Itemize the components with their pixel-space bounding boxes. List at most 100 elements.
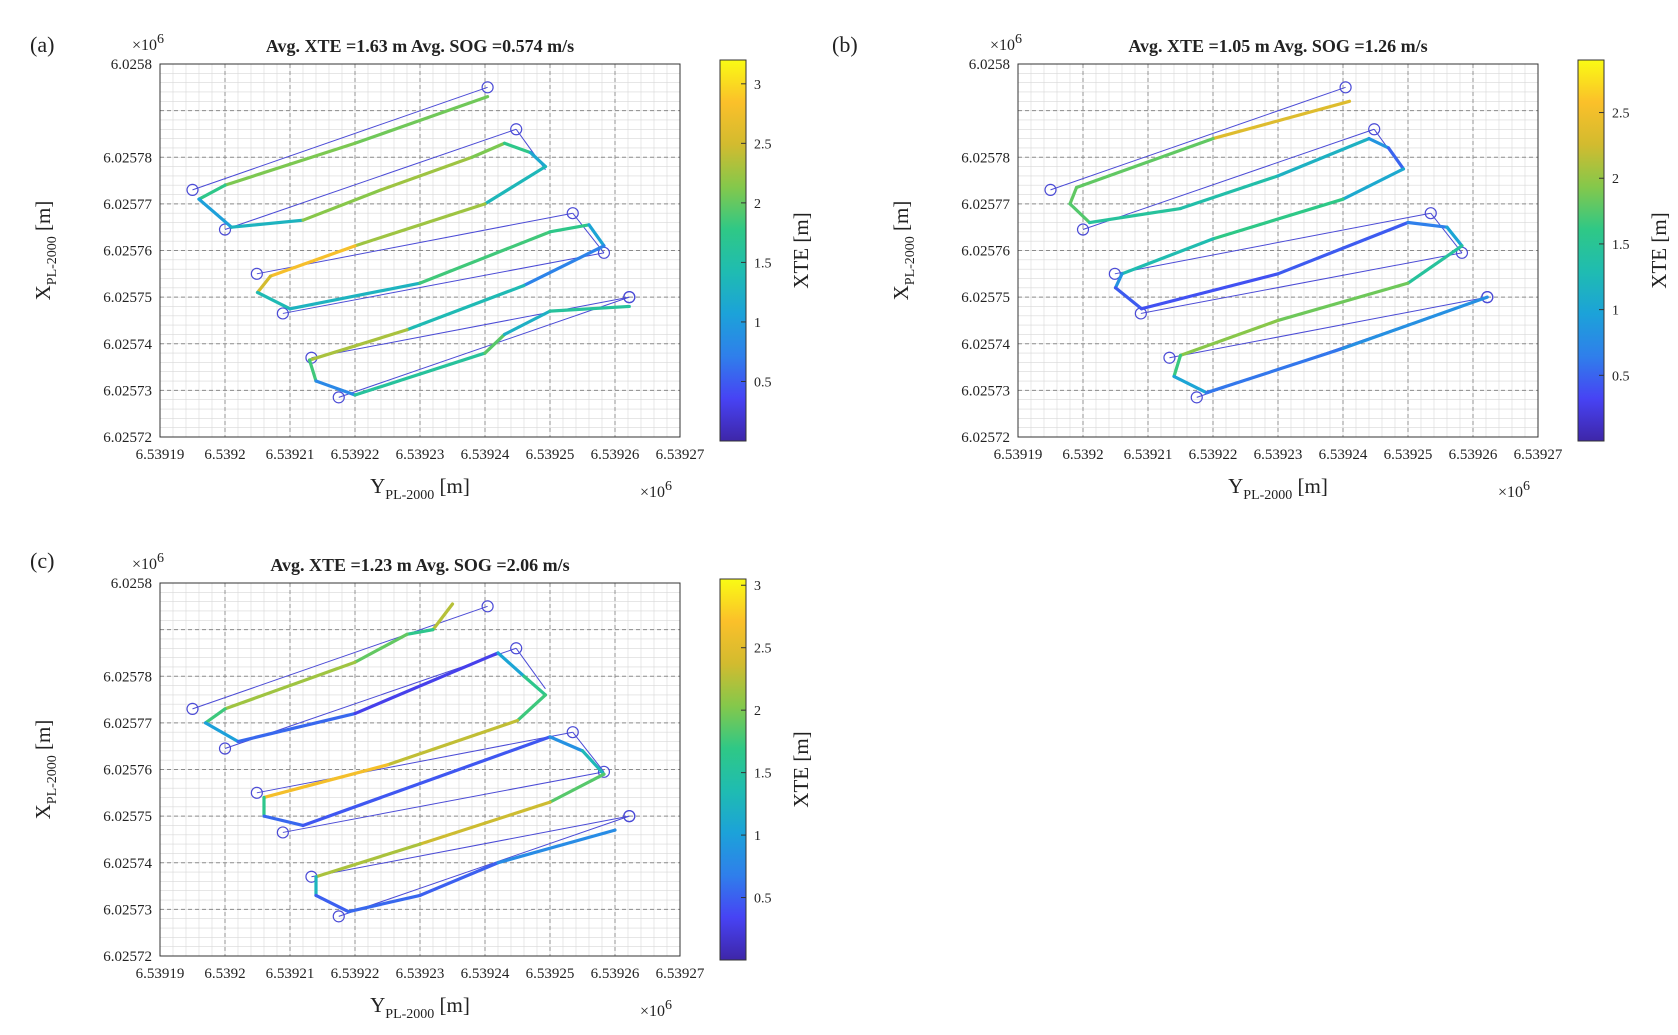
waypoint-marker: [481, 81, 494, 94]
trajectory-segment: [301, 188, 383, 222]
panel-label: (a): [30, 32, 54, 57]
y-axis-label: XPL-2000 [m]: [31, 720, 60, 820]
trajectory-segment: [223, 660, 357, 711]
x-tick-label: 6.53922: [331, 966, 380, 982]
x-tick-label: 6.53919: [994, 447, 1043, 463]
x-tick-label: 6.53925: [1384, 447, 1433, 463]
y-axis-label: XPL-2000 [m]: [31, 201, 60, 301]
waypoint-marker: [332, 910, 345, 923]
y-tick-label: 6.0258: [111, 57, 152, 73]
y-tick-label: 6.02573: [103, 902, 152, 918]
colorbar-tick-label: 3: [754, 579, 761, 594]
x-axis-label: YPL-2000 [m]: [370, 474, 470, 503]
trajectory-segment: [1172, 374, 1209, 395]
colorbar-tick-label: 2: [1612, 172, 1619, 187]
waypoint-marker: [250, 267, 263, 280]
waypoint-leg: [572, 212, 605, 254]
y-exponent: ×106: [132, 551, 164, 573]
waypoint-leg: [1050, 86, 1346, 191]
x-exponent: ×106: [640, 479, 672, 501]
trajectory: [1068, 99, 1489, 395]
colorbar-scale: [719, 578, 747, 961]
x-tick-label: 6.5392: [1062, 447, 1103, 463]
trajectory-segment: [470, 141, 507, 159]
y-tick-label: 6.02575: [103, 809, 152, 825]
trajectory-segment: [353, 351, 487, 397]
trajectory-segment: [223, 141, 357, 187]
y-tick-label: 6.02574: [103, 337, 152, 353]
y-axis-label: XPL-2000 [m]: [889, 201, 918, 301]
y-tick-label: 6.0258: [111, 576, 152, 592]
x-tick-label: 6.53926: [1449, 447, 1498, 463]
trajectory-segment: [1211, 99, 1352, 141]
waypoint-marker: [566, 207, 579, 220]
trajectory-segment: [405, 628, 435, 636]
trajectory-segment: [236, 711, 357, 744]
colorbar-tick-label: 2.5: [1612, 107, 1630, 122]
trajectory-segment: [353, 632, 409, 664]
trajectory-segment: [1276, 281, 1410, 323]
trajectory: [203, 602, 617, 914]
y-exponent: ×106: [990, 32, 1022, 54]
waypoint-marker: [1368, 123, 1381, 136]
trajectory-segment: [496, 828, 617, 865]
waypoint-leg: [311, 815, 630, 878]
waypoint-marker: [250, 786, 263, 799]
trajectory-segment: [307, 358, 318, 383]
y-tick-label: 6.02576: [961, 244, 1010, 260]
colorbar-tick-label: 1.5: [754, 767, 772, 782]
trajectory-segment: [268, 244, 357, 278]
waypoint-marker: [623, 291, 636, 304]
trajectory-segment: [587, 223, 606, 248]
colorbar-tick-label: 1.5: [1612, 238, 1630, 253]
plot-content: [1044, 81, 1494, 404]
x-tick-label: 6.53926: [591, 447, 640, 463]
panel-b: (b) 6.53919 6.5392 6.53921 6.53922 6.53923 6.5…: [832, 32, 1671, 503]
trajectory-segment: [288, 281, 422, 311]
trajectory-segment: [197, 183, 227, 201]
trajectory-segment: [353, 202, 487, 248]
trajectory-segment: [496, 651, 526, 678]
trajectory-segment: [1172, 353, 1183, 378]
trajectory-segment: [262, 763, 390, 800]
x-tick-label: 6.53919: [136, 966, 185, 982]
waypoint-marker: [1190, 391, 1203, 404]
y-tick-label: 6.02576: [103, 244, 152, 260]
y-tick-label: 6.02576: [103, 763, 152, 779]
waypoint-leg: [338, 815, 630, 917]
y-tick-label: 6.02573: [961, 383, 1010, 399]
y-tick-label: 6.02578: [961, 150, 1010, 166]
waypoint-leg: [224, 128, 517, 230]
trajectory-segment: [548, 304, 631, 313]
plot-content: [186, 81, 636, 404]
waypoint-marker: [218, 742, 232, 755]
y-tick-label: 6.02575: [103, 290, 152, 306]
trajectory-segment: [314, 893, 351, 914]
colorbar-tick-label: 1: [754, 316, 761, 331]
x-axis-label: YPL-2000 [m]: [370, 993, 470, 1022]
trajectory-segment: [346, 893, 422, 914]
colorbar: 0.5 1 1.5 2 2.5 3 XTE [m]: [719, 59, 813, 442]
y-tick-label: 6.02578: [103, 669, 152, 685]
y-tick-label: 6.02577: [103, 716, 152, 732]
trajectory-segment: [522, 244, 606, 288]
trajectory-segment: [548, 735, 585, 753]
colorbar-tick-label: 2.5: [754, 642, 772, 657]
x-tick-label: 6.53924: [461, 966, 510, 982]
trajectory-segment: [1276, 137, 1371, 178]
trajectory-segment: [255, 290, 292, 311]
waypoint-leg: [256, 731, 573, 794]
y-tick-label: 6.02574: [103, 856, 152, 872]
x-tick-label: 6.53927: [656, 966, 705, 982]
waypoint-leg: [515, 647, 546, 690]
trajectory-segment: [1068, 185, 1079, 206]
panel-label: (c): [30, 548, 54, 573]
waypoint-marker: [1481, 291, 1494, 304]
colorbar-tick-label: 0.5: [754, 375, 772, 390]
colorbar-tick-label: 2: [754, 704, 761, 719]
colorbar-tick-label: 2.5: [754, 137, 772, 152]
y-tick-label: 6.0258: [969, 57, 1010, 73]
chart-title: Avg. XTE =1.23 m Avg. SOG =2.06 m/s: [270, 555, 569, 575]
waypoint-leg: [1430, 212, 1463, 254]
